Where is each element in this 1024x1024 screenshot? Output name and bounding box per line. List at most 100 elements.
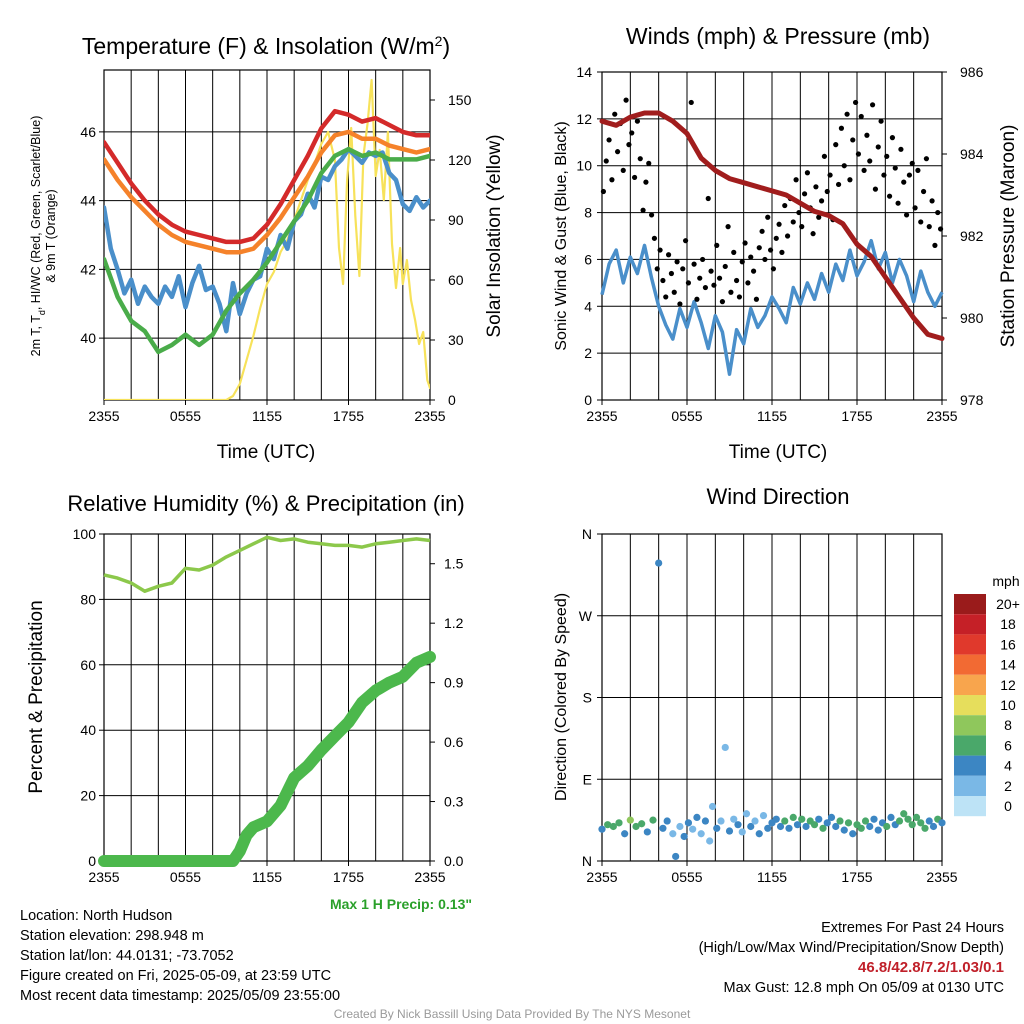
wind-direction-point xyxy=(638,820,646,828)
wind-direction-point xyxy=(701,817,710,825)
y-tick-label: N xyxy=(582,526,592,542)
gust-point xyxy=(923,156,930,162)
gust-point xyxy=(634,118,641,124)
station-elevation: Station elevation: 298.948 m xyxy=(20,928,204,944)
y-tick-label: 44 xyxy=(80,193,96,209)
gust-point xyxy=(665,252,672,258)
station-info-block: Location: North Hudson Station elevation… xyxy=(20,906,340,1006)
gust-point xyxy=(782,202,788,209)
gust-point xyxy=(711,282,717,288)
wind-direction-point xyxy=(866,822,874,831)
wind-direction-point xyxy=(669,830,677,838)
legend-label: 20+ xyxy=(996,596,1020,612)
gust-point xyxy=(779,249,785,255)
series-temp_blue xyxy=(104,146,430,334)
y2-tick-label: 978 xyxy=(960,392,984,408)
x-tick-label: 2355 xyxy=(926,869,957,885)
y2-tick-label: 986 xyxy=(960,64,984,80)
gust-point xyxy=(892,165,898,171)
wind-direction-point xyxy=(802,822,810,831)
wind-direction-point xyxy=(672,852,680,861)
x-tick-label: 0555 xyxy=(671,869,702,885)
gust-point xyxy=(903,212,910,218)
gust-point xyxy=(702,284,709,291)
y2-tick-label: 0.0 xyxy=(444,853,464,869)
y-tick-label: 20 xyxy=(80,788,96,804)
y-tick-label: 8 xyxy=(584,205,592,221)
wind-direction-point xyxy=(708,802,717,811)
x-axis-label-winds: Time (UTC) xyxy=(729,442,828,463)
wind-direction-point xyxy=(751,817,759,825)
wind-direction-point xyxy=(730,815,738,823)
gust-point xyxy=(631,174,638,181)
wind-direction-point xyxy=(655,559,663,567)
station-location: Location: North Hudson xyxy=(20,908,173,924)
y2-tick-label: 1.2 xyxy=(444,615,464,631)
gust-point xyxy=(861,167,867,173)
wind-direction-point xyxy=(759,811,768,820)
gust-point xyxy=(685,280,692,286)
y-tick-label: 40 xyxy=(80,722,96,738)
gust-point xyxy=(864,132,870,138)
gust-point xyxy=(648,212,655,218)
wind-direction-point xyxy=(742,810,751,818)
wind-direction-point xyxy=(609,822,617,831)
gust-point xyxy=(886,193,893,199)
wind-direction-point xyxy=(643,828,651,836)
wind-direction-point xyxy=(870,815,878,823)
gust-point xyxy=(827,172,833,178)
gust-point xyxy=(762,256,768,263)
y-tick-label: 4 xyxy=(584,298,592,314)
x-axis-label-temperature: Time (UTC) xyxy=(217,442,316,463)
gust-point xyxy=(884,153,890,159)
legend-swatch xyxy=(954,755,986,776)
gust-point xyxy=(824,188,830,195)
y-tick-label: 0 xyxy=(584,392,592,408)
wind-direction-point xyxy=(689,825,697,833)
gust-point xyxy=(937,226,944,232)
x-tick-label: 0555 xyxy=(170,869,201,885)
extremes-block: Extremes For Past 24 Hours (High/Low/Max… xyxy=(699,918,1004,998)
wind-direction-point xyxy=(713,824,721,832)
wind-direction-point xyxy=(663,817,671,825)
legend-swatch xyxy=(954,796,986,817)
extremes-values: 46.8/42.8/7.2/1.03/0.1 xyxy=(858,959,1004,976)
series-temp_red xyxy=(104,108,430,245)
wind-direction-point xyxy=(659,824,667,832)
y2-tick-label: 120 xyxy=(448,152,472,168)
winds-pressure-panel: Winds (mph) & Pressure (mb) 2355 0555 1155… xyxy=(553,23,1019,463)
legend-swatch xyxy=(954,715,986,736)
gust-point xyxy=(629,130,635,136)
gust-point xyxy=(708,268,714,274)
y-axis-label-humidity: Percent & Precipitation xyxy=(26,600,47,793)
y2-tick-label: 982 xyxy=(960,228,984,244)
x-tick-label: 1755 xyxy=(841,408,872,424)
y2-tick-label: 90 xyxy=(448,212,464,228)
gust-point xyxy=(875,144,881,150)
station-latlon: Station lat/lon: 44.0131; -73.7052 xyxy=(20,948,234,964)
gust-point xyxy=(852,99,859,106)
legend-label: 14 xyxy=(1000,657,1016,673)
legend-swatch xyxy=(954,634,986,655)
wind-direction-point xyxy=(776,822,785,831)
gust-point xyxy=(640,207,646,213)
extremes-legend: (High/Low/Max Wind/Precipitation/Snow De… xyxy=(698,940,1004,956)
panel-title-wind-direction: Wind Direction xyxy=(706,484,849,509)
series-wind xyxy=(600,238,944,376)
gust-point xyxy=(813,184,819,190)
gust-point xyxy=(767,247,774,253)
wind-direction-point xyxy=(908,821,916,829)
gust-point xyxy=(714,242,720,248)
gust-point xyxy=(682,238,689,244)
gust-point xyxy=(722,263,728,270)
gust-point xyxy=(671,289,677,295)
series-precip xyxy=(98,650,436,867)
y2-tick-label: 0 xyxy=(448,392,456,408)
gust-point xyxy=(643,179,649,185)
recent-data-timestamp: Most recent data timestamp: 2025/05/09 2… xyxy=(20,988,341,1004)
y2-axis-label-insolation: Solar Insolation (Yellow) xyxy=(484,134,505,337)
gust-point xyxy=(878,118,884,124)
x-tick-label: 1155 xyxy=(757,408,787,424)
gust-point xyxy=(810,231,816,237)
gust-point xyxy=(776,221,782,227)
